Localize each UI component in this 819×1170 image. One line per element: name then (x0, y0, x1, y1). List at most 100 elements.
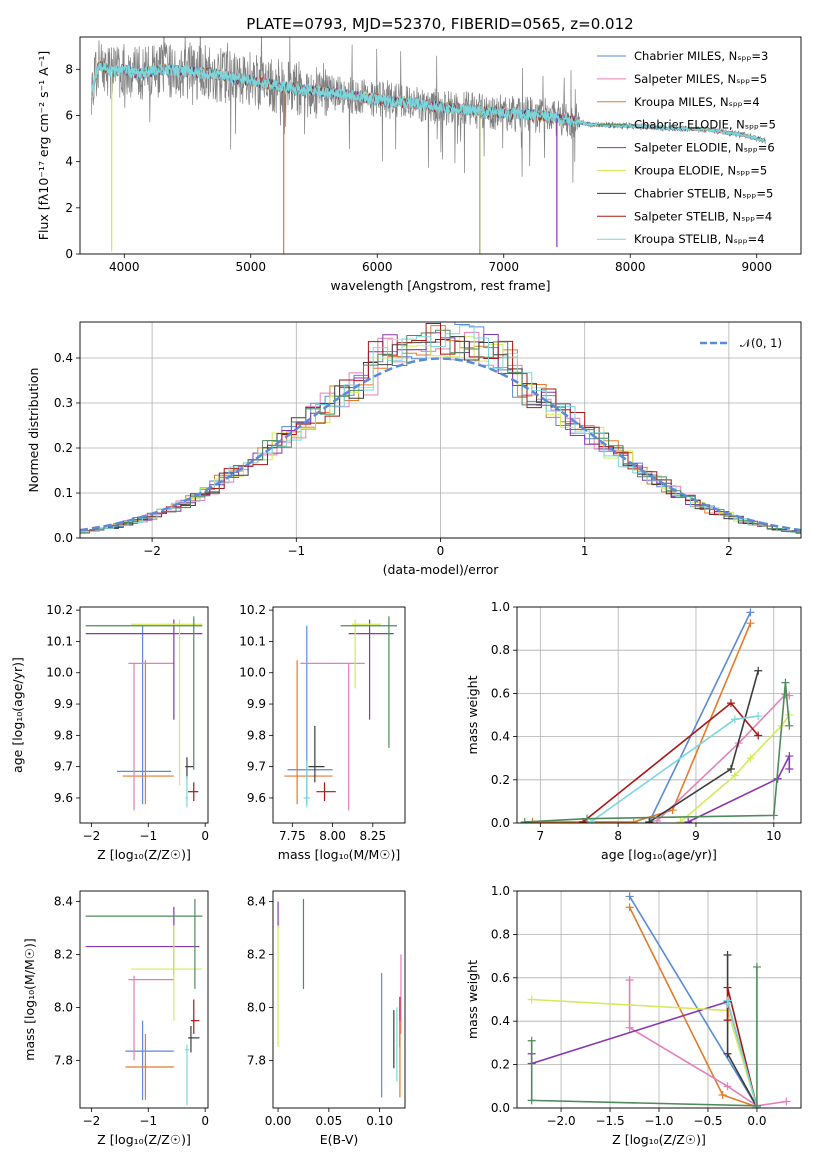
y-tick-label: 8.2 (247, 948, 266, 962)
x-tick-label: 7000 (488, 260, 519, 274)
series-marker (625, 892, 634, 901)
axes-frame (79, 890, 209, 1109)
series-marker (723, 996, 732, 1005)
x-tick-label: 0 (437, 544, 445, 558)
y-tick-label: 0.1 (54, 486, 73, 500)
legend-entry: Salpeter MILES, Nₛₚₚ=5 (634, 72, 767, 86)
x-tick-label: 9 (692, 829, 700, 843)
axes-residuals: −2 −1 0 1 2 0.0 0.1 0.2 0.3 0.4 (data-model)/error… (26, 321, 802, 577)
axes-frame (79, 606, 209, 824)
x-tick-label: −2 (143, 544, 161, 558)
x-tick-label: 5000 (235, 260, 266, 274)
series-marker (718, 1090, 727, 1099)
x-tick-label: 8000 (615, 260, 646, 274)
y-tick-label: 10.1 (46, 634, 73, 648)
x-tick-label: 0 (201, 1114, 209, 1128)
x-axis-label: E(B-V) (320, 1132, 359, 1147)
figure-title: PLATE=0793, MJD=52370, FIBERID=0565, z=0… (246, 15, 633, 33)
x-tick-label: −1 (139, 829, 157, 843)
y-tick-label: 9.6 (247, 791, 266, 805)
y-tick-label: 8.2 (54, 948, 73, 962)
series-marker (769, 811, 778, 820)
axes-mass_weight_vs_Z: −2.0 −1.5 −1.0 −0.5 0.0 0.0 0.2 0.4 0.6 0.8 1.0 Z [… (465, 884, 802, 1147)
series-line (687, 755, 791, 823)
series-marker (723, 1082, 732, 1091)
y-tick-label: 2 (65, 201, 73, 215)
series-line (648, 612, 752, 823)
y-tick-label: 0.2 (491, 773, 510, 787)
y-tick-label: 0.4 (491, 1014, 510, 1028)
series-marker (746, 608, 755, 617)
spectrum-legend: Chabrier MILES, Nₛₚₚ=3 Salpeter MILES, Nₛ… (597, 49, 776, 246)
x-tick-label: 6000 (362, 260, 393, 274)
x-tick-label: −2 (83, 829, 101, 843)
y-tick-label: 0.2 (491, 1058, 510, 1072)
y-tick-label: 9.9 (54, 697, 73, 711)
series-line (726, 1000, 758, 1108)
x-axis-label: Z [log₁₀(Z/Z☉)] (97, 847, 191, 862)
axes-frame (516, 890, 802, 1109)
x-tick-label: 1 (581, 544, 589, 558)
y-tick-label: 0.6 (491, 971, 510, 985)
series-marker (625, 1023, 634, 1032)
x-tick-label: 8.25 (359, 829, 386, 843)
x-tick-label: −1 (287, 544, 305, 558)
x-tick-label: 0 (201, 829, 209, 843)
x-tick-label: −1.5 (595, 1114, 624, 1128)
y-tick-label: 0.8 (491, 927, 510, 941)
series-marker (527, 995, 536, 1004)
series-line (532, 622, 752, 823)
x-tick-label: −1.0 (644, 1114, 673, 1128)
legend-entry: Salpeter ELODIE, Nₛₚₚ=6 (634, 141, 775, 155)
x-axis-label: Z [log₁₀(Z/Z☉)] (97, 1132, 191, 1147)
x-tick-label: −0.5 (693, 1114, 722, 1128)
x-tick-label: 0.05 (315, 1114, 342, 1128)
y-tick-label: 0.0 (54, 531, 73, 545)
y-axis-label: Flux [fλ10⁻¹⁷ erg cm⁻² s⁻¹ A⁻¹] (36, 51, 51, 240)
plot-area-residuals (80, 322, 801, 535)
legend-entry: 𝒩(0, 1) (740, 336, 782, 350)
axes-frame (79, 36, 802, 255)
series-marker (746, 754, 755, 763)
series-marker (726, 765, 735, 773)
legend-entry: Kroupa MILES, Nₛₚₚ=4 (634, 95, 760, 109)
hist-legend: 𝒩(0, 1) (700, 336, 782, 350)
x-tick-label: 0.00 (265, 1114, 292, 1128)
y-tick-label: 9.6 (54, 791, 73, 805)
series-marker (723, 983, 732, 992)
x-tick-label: 7.75 (279, 829, 306, 843)
y-tick-label: 7.8 (247, 1053, 266, 1067)
y-tick-label: 10.2 (46, 603, 73, 617)
legend-entry: Chabrier STELIB, Nₛₚₚ=5 (634, 186, 773, 200)
y-tick-label: 9.9 (247, 697, 266, 711)
series-marker (645, 817, 654, 823)
y-tick-label: 0.0 (491, 1101, 510, 1115)
series-marker (676, 817, 685, 823)
series-marker (754, 731, 763, 740)
axes-frame (272, 890, 406, 1109)
y-tick-label: 8.4 (54, 895, 73, 909)
x-axis-label: age [log₁₀(age/yr)] (601, 847, 717, 862)
plot-area-mass_vs_ebv (277, 898, 402, 1098)
spectrum-model-line (90, 62, 766, 143)
spectrum-data-line (91, 37, 766, 183)
x-tick-label: −1 (139, 1114, 157, 1128)
series-marker (527, 1036, 536, 1045)
y-tick-label: 10.0 (46, 666, 73, 680)
y-tick-label: 8.4 (247, 895, 266, 909)
axes-mass_weight_vs_age: 7 8 9 10 0.0 0.2 0.4 0.6 0.8 1.0 age [log₁₀(age/yr… (465, 600, 802, 862)
axes-mass_vs_Z: −2 −1 0 7.8 8.0 8.2 8.4 Z [log₁₀(Z/Z☉)] mass [lo… (22, 890, 209, 1147)
y-tick-label: 0.0 (491, 816, 510, 830)
plot-area-age_vs_Z (85, 616, 203, 811)
legend-entry: Chabrier MILES, Nₛₚₚ=3 (634, 49, 768, 63)
series-marker (625, 975, 634, 984)
series-marker (746, 619, 755, 628)
series-marker (754, 666, 763, 675)
series-line (656, 693, 790, 822)
histogram-step (80, 329, 801, 534)
y-tick-label: 9.8 (54, 728, 73, 742)
x-tick-label: 0.0 (747, 1114, 766, 1128)
y-tick-label: 9.7 (54, 760, 73, 774)
x-tick-label: 2 (725, 544, 733, 558)
